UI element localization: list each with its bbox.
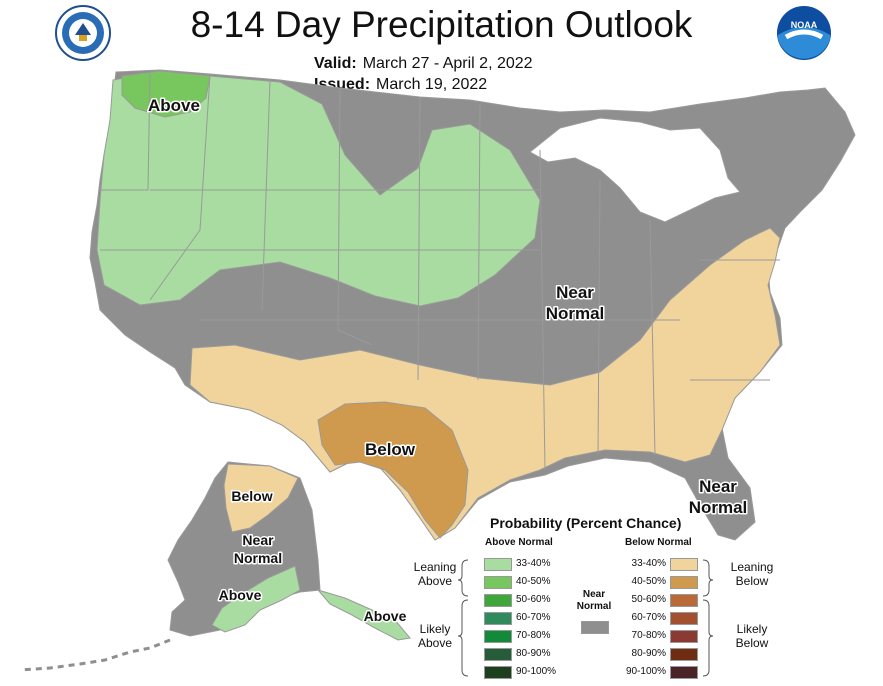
above-4050-washington xyxy=(121,70,211,118)
label-below-texas: Below xyxy=(365,440,416,459)
aleutians xyxy=(19,638,171,672)
legend-near-normal-swatch xyxy=(581,621,609,634)
legend-above-swatch-3 xyxy=(484,612,512,625)
legend-above-label-4: 70-80% xyxy=(516,630,551,641)
legend-above-label-3: 60-70% xyxy=(516,612,551,623)
issued-date: March 19, 2022 xyxy=(376,76,488,93)
valid-label: Valid: xyxy=(314,55,357,72)
legend-below-label-1: 40-50% xyxy=(631,576,666,587)
legend-above-label-2: 50-60% xyxy=(516,594,551,605)
label-above-alaska: Above xyxy=(219,587,262,603)
legend-leaning-above: Leaning Above xyxy=(405,560,465,588)
svg-text:NOAA: NOAA xyxy=(791,20,818,30)
label-near-normal-alaska-1: Near xyxy=(242,532,274,548)
label-above-alaska-southeast: Above xyxy=(364,608,407,624)
label-near-normal-florida-1: Near xyxy=(699,477,737,496)
legend-below-swatch-0 xyxy=(670,558,698,571)
label-near-normal-alaska-2: Normal xyxy=(234,550,282,566)
legend-near-normal-label: Near Normal xyxy=(570,589,618,613)
legend-above-header: Above Normal xyxy=(485,537,553,548)
likely-below-line1: Likely xyxy=(736,622,768,636)
legend-above-label-1: 40-50% xyxy=(516,576,551,587)
legend-above-swatch-5 xyxy=(484,648,512,661)
legend-above-label-6: 90-100% xyxy=(516,666,557,677)
legend-above-label-5: 80-90% xyxy=(516,648,551,659)
doc-seal-logo xyxy=(55,5,111,61)
legend-below-swatch-6 xyxy=(670,666,698,679)
label-below-alaska: Below xyxy=(231,488,272,504)
likely-below-line2: Below xyxy=(735,636,769,650)
legend-above-swatch-0 xyxy=(484,558,512,571)
legend-braces xyxy=(457,559,714,677)
alaska-southeast-above xyxy=(316,589,411,641)
above-region-northwest xyxy=(96,71,541,307)
legend-below-label-3: 60-70% xyxy=(631,612,666,623)
legend-above-swatch-1 xyxy=(484,576,512,589)
legend-below-swatch-5 xyxy=(670,648,698,661)
legend-leaning-below: Leaning Below xyxy=(722,560,782,588)
issued-line: Issued: March 19, 2022 xyxy=(314,76,487,94)
page-title: 8-14 Day Precipitation Outlook xyxy=(190,4,693,45)
leaning-below-line2: Below xyxy=(735,574,769,588)
likely-above-line1: Likely xyxy=(419,622,451,636)
legend-above-swatch-2 xyxy=(484,594,512,607)
legend-below-swatch-3 xyxy=(670,612,698,625)
legend-likely-above: Likely Above xyxy=(405,622,465,650)
alaska-above-region xyxy=(211,565,301,633)
legend-below-label-6: 90-100% xyxy=(625,666,666,677)
label-near-normal-central-1: Near xyxy=(556,283,594,302)
leaning-above-line1: Leaning xyxy=(413,560,457,574)
leaning-above-line2: Above xyxy=(417,574,453,588)
likely-above-line2: Above xyxy=(417,636,453,650)
legend-below-label-4: 70-80% xyxy=(631,630,666,641)
legend-below-swatch-4 xyxy=(670,630,698,643)
alaska-below-region xyxy=(223,463,299,533)
legend-below-label-2: 50-60% xyxy=(631,594,666,605)
valid-line: Valid: March 27 - April 2, 2022 xyxy=(314,55,533,73)
state-lines xyxy=(100,69,780,471)
noaa-logo: NOAA xyxy=(777,6,831,60)
legend-above-swatch-4 xyxy=(484,630,512,643)
legend-above-label-0: 33-40% xyxy=(516,558,551,569)
label-above-northwest: Above xyxy=(148,96,200,115)
legend-below-swatch-2 xyxy=(670,594,698,607)
valid-dates: March 27 - April 2, 2022 xyxy=(362,55,533,72)
great-lakes xyxy=(529,117,741,223)
legend-below-header: Below Normal xyxy=(625,537,692,548)
label-near-normal-central-2: Normal xyxy=(546,304,605,323)
legend-below-swatch-1 xyxy=(670,576,698,589)
label-near-normal-florida-2: Normal xyxy=(689,498,748,517)
legend-below-label-5: 80-90% xyxy=(631,648,666,659)
near-normal-line2: Normal xyxy=(576,601,612,612)
near-normal-line1: Near xyxy=(582,589,606,600)
legend-likely-below: Likely Below xyxy=(722,622,782,650)
legend-title: Probability (Percent Chance) xyxy=(490,515,682,531)
leaning-below-line1: Leaning xyxy=(730,560,774,574)
legend-below-label-0: 33-40% xyxy=(631,558,666,569)
legend-above-swatch-6 xyxy=(484,666,512,679)
below-4050-texas xyxy=(317,401,469,539)
